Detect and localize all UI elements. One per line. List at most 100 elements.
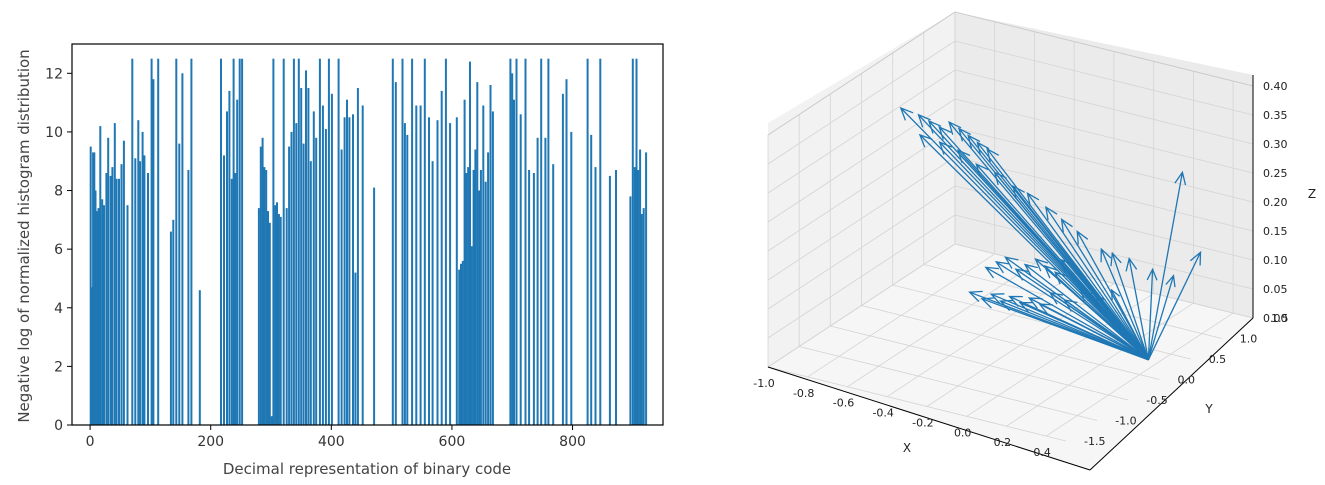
- vector-arrow-22: [1146, 267, 1158, 360]
- z3d-tick-label-0: 0.00: [1263, 312, 1288, 325]
- bar-99: [428, 117, 430, 426]
- vector-arrow-9: [918, 133, 1149, 361]
- z3d-tick-label-4: 0.20: [1263, 196, 1288, 209]
- bar-120: [484, 181, 487, 425]
- x-axis-ticks: 0 200 400 600 800: [86, 425, 586, 450]
- bar-122: [489, 85, 492, 425]
- bar-13: [111, 167, 114, 425]
- vector-arrow-40: [1018, 301, 1149, 361]
- grid-side-z-5: [767, 98, 956, 223]
- bar-52: [265, 170, 268, 425]
- x-tick-label-0: 0: [86, 434, 95, 450]
- bar-77: [324, 129, 327, 425]
- bar-21: [134, 158, 137, 426]
- bar-71: [307, 88, 310, 425]
- bar-57: [274, 205, 277, 425]
- bar-10: [105, 173, 108, 425]
- z3d-tick-label-5: 0.25: [1263, 167, 1288, 180]
- bar-94: [406, 134, 409, 425]
- grid-floor-y-2: [830, 325, 1129, 401]
- bar-8: [101, 199, 104, 425]
- plot-frame: [71, 43, 664, 426]
- bar-6: [97, 208, 100, 425]
- grid-side-z-2: [767, 185, 956, 310]
- bar-32: [175, 58, 178, 425]
- bar-118: [479, 170, 482, 425]
- bar-121: [487, 152, 490, 425]
- bar-38: [220, 58, 222, 425]
- bar-143: [599, 58, 602, 425]
- bar-115: [474, 149, 477, 425]
- y3d-tick-label-3: 0.0: [1178, 374, 1196, 387]
- bar-92: [401, 58, 404, 425]
- bar-43: [232, 58, 235, 425]
- bar-50: [261, 137, 264, 426]
- bar-24: [141, 131, 144, 425]
- bar-151: [639, 149, 642, 425]
- bar-112: [469, 61, 471, 425]
- y-axis-ticks: 0 2 4 6 8 10 12: [45, 66, 72, 434]
- bar-53: [267, 211, 269, 425]
- bar-60: [279, 216, 282, 425]
- bar-89: [373, 187, 376, 425]
- y-tick-label-2: 4: [54, 301, 63, 317]
- bar-98: [423, 58, 426, 425]
- bar-116: [476, 82, 479, 425]
- bar-44: [234, 173, 237, 425]
- bar-139: [570, 131, 573, 425]
- bar-114: [472, 170, 475, 425]
- grid-floor-y-1: [799, 346, 1098, 421]
- bar-49: [259, 146, 262, 425]
- grid-floor-y-3: [861, 305, 1160, 380]
- bar-33: [178, 143, 181, 425]
- vector-arrow-19: [1100, 247, 1149, 361]
- x3d-tick-label-1: -0.8: [793, 387, 814, 400]
- pane-top-edges: [767, 11, 1254, 136]
- bar-34: [181, 73, 184, 426]
- bar-47: [241, 58, 244, 425]
- bar-119: [482, 105, 485, 425]
- vector-arrow-36: [980, 297, 1149, 361]
- axis-lines-3d: [767, 75, 1254, 471]
- bar-0: [89, 146, 92, 425]
- bar-30: [169, 231, 172, 425]
- bar-82: [343, 117, 346, 426]
- bar-152: [640, 214, 643, 425]
- bar-70: [305, 70, 307, 426]
- bar-125: [511, 73, 514, 426]
- bar-36: [190, 58, 193, 425]
- bar-90: [391, 58, 394, 425]
- bar-27: [150, 58, 153, 425]
- bar-7: [99, 126, 102, 425]
- y3d-tick-label-5: 1.0: [1240, 333, 1258, 346]
- bar-20: [131, 58, 134, 425]
- grid-back-z-6: [954, 69, 1254, 145]
- bar-2: [92, 152, 95, 425]
- floor-pane: [768, 244, 1253, 470]
- bar-106: [458, 269, 461, 425]
- y-tick-label-5: 10: [45, 125, 63, 141]
- bar-101: [436, 120, 439, 425]
- bar-68: [300, 88, 303, 425]
- x-tick-label-2: 400: [318, 434, 345, 450]
- bar-26: [147, 173, 149, 425]
- vector-arrow-38: [998, 299, 1149, 361]
- bar-154: [645, 152, 648, 425]
- bar-64: [290, 131, 293, 425]
- bar-31: [172, 219, 175, 425]
- bar-109: [463, 99, 466, 425]
- bar-65: [292, 58, 295, 425]
- bar-55: [270, 416, 273, 425]
- bar-62: [285, 208, 288, 425]
- bar-4: [94, 190, 97, 425]
- grid-back-z-4: [954, 127, 1254, 203]
- vector-arrow-44: [1063, 299, 1149, 361]
- bar-93: [403, 123, 406, 425]
- bar-58: [276, 202, 278, 425]
- y3d-tick-label-1: -1.0: [1115, 415, 1136, 428]
- bar-102: [440, 90, 443, 426]
- grid-side-z-4: [767, 127, 956, 252]
- vector-arrow-34: [1060, 258, 1149, 361]
- bar-67: [297, 58, 300, 425]
